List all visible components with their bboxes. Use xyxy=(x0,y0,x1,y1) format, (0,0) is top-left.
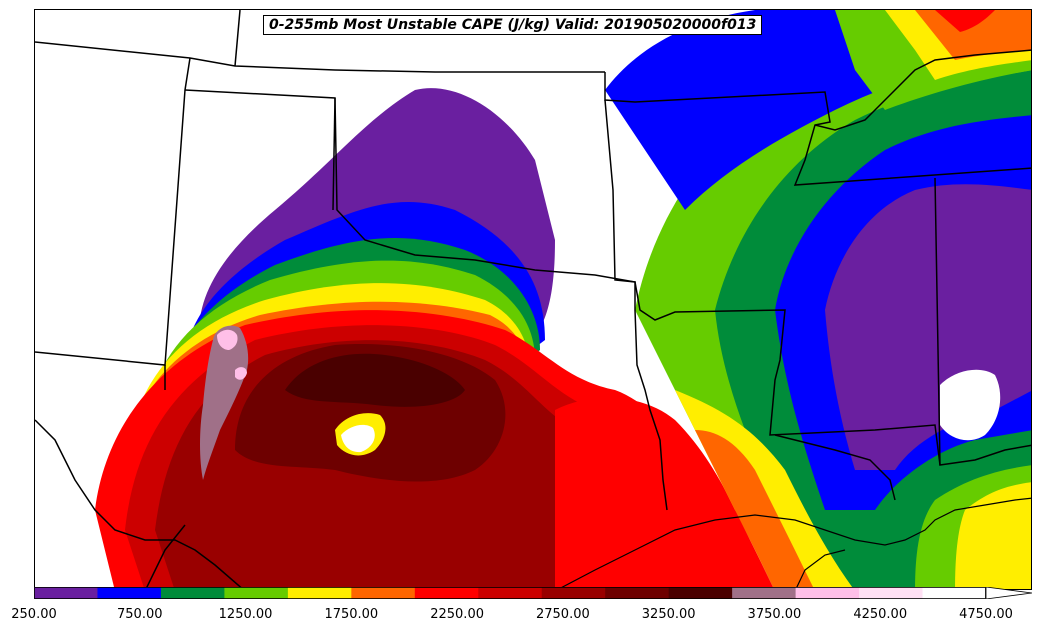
colorbar-segment xyxy=(541,587,606,599)
colorbar-segment xyxy=(732,587,797,599)
colorbar-segment xyxy=(859,587,924,599)
cape-map[interactable] xyxy=(35,10,1032,590)
colorbar-segment xyxy=(160,587,225,599)
colorbar-segment xyxy=(414,587,479,599)
colorbar-tick-label: 1750.00 xyxy=(324,607,379,622)
colorbar-tick-label: 250.00 xyxy=(11,607,57,622)
colorbar-outline xyxy=(34,587,986,599)
colorbar-segment xyxy=(478,587,543,599)
colorbar-segment xyxy=(351,587,416,599)
map-panel[interactable]: 0-255mb Most Unstable CAPE (J/kg) Valid:… xyxy=(34,9,1032,590)
colorbar-tick-label: 3250.00 xyxy=(641,607,696,622)
colorbar-tick-label: 4750.00 xyxy=(959,607,1013,622)
colorbar-segment xyxy=(97,587,162,599)
map-title: 0-255mb Most Unstable CAPE (J/kg) Valid:… xyxy=(263,15,763,35)
colorbar-segment xyxy=(605,587,670,599)
colorbar-tick-label: 1250.00 xyxy=(218,607,273,622)
colorbar-tick-label: 750.00 xyxy=(117,607,163,622)
colorbar-segment xyxy=(34,587,98,599)
cape-fill-regions xyxy=(95,10,1031,589)
colorbar-tick-label: 3750.00 xyxy=(747,607,802,622)
state-boundaries xyxy=(35,10,1031,589)
colorbar-segment xyxy=(922,587,987,599)
colorbar-segment xyxy=(224,587,289,599)
colorbar-tick-label: 2750.00 xyxy=(535,607,590,622)
colorbar xyxy=(34,587,1032,599)
colorbar-segment xyxy=(287,587,352,599)
colorbar-tick-label: 4250.00 xyxy=(853,607,908,622)
colorbar-segment xyxy=(668,587,733,599)
colorbar-segment xyxy=(795,587,860,599)
coastline xyxy=(557,497,1031,589)
colorbar-extend-max xyxy=(985,587,1032,599)
colorbar-tick-label: 2250.00 xyxy=(430,607,484,622)
